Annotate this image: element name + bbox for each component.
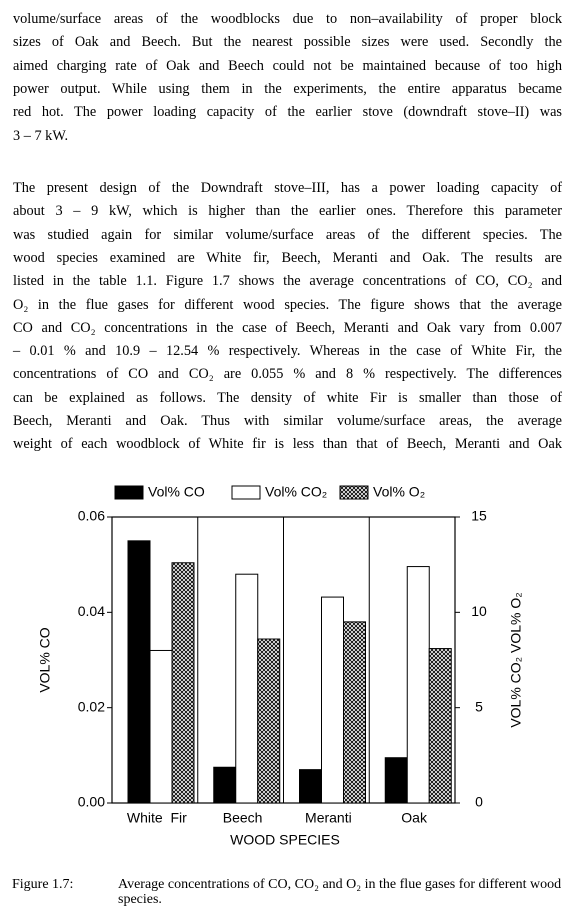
y-tick-label: 0.04 [78,603,105,619]
legend-swatch [231,485,261,500]
x-tick-label: Oak [401,810,428,826]
legend-label: Vol% O₂ [373,484,425,500]
text-line: volume/surface areas of the woodblocks d… [13,11,562,27]
x-tick-label: Meranti [305,810,352,826]
text-line: The present design of the Downdraft stov… [13,180,562,196]
bar [321,596,344,804]
legend-swatch [339,485,369,500]
text-line: power output. While using them in the ex… [13,80,562,97]
text-line: – 0.01 % and 10.9 – 12.54 % respectively… [13,343,562,360]
legend-label: Vol% CO [148,484,205,500]
x-tick-label: Beech [223,810,263,826]
y2-axis-label: VOL% CO₂ VOL% O₂ [508,592,524,727]
text-line: weight of each woodblock of White fir is… [13,436,562,453]
bar [127,540,151,804]
legend-label: Vol% CO₂ [265,484,327,500]
bar [149,649,173,804]
text-line: listed in the table 1.1. Figure 1.7 show… [13,273,562,290]
caption-text: Average concentrations of CO, CO₂ and O₂… [118,877,562,907]
text-line: Beech, Meranti and Oak. Thus with simila… [13,413,562,429]
text-line: 3 – 7 kW. [13,127,69,144]
y2-tick-label: 10 [471,603,487,619]
text-line: aimed charging rate of Oak and Beech cou… [13,57,562,74]
bar [257,638,281,804]
bar [406,566,430,804]
chart: WOOD SPECIES VOL% CO VOL% CO₂ VOL% O₂ 0.… [37,484,524,848]
bar [213,766,237,804]
bar [384,757,408,804]
x-axis-label: WOOD SPECIES [230,832,340,848]
text-line: red hot. The power loading capacity of t… [13,104,562,121]
text-line: CO and CO₂ concentrations in the case of… [13,319,562,336]
text-line: about 3 – 9 kW, which is higher than the… [13,203,562,220]
text-line: wood species examined are White fir, Bee… [13,249,562,266]
text-line: was studied again for similar volume/sur… [13,226,562,243]
y-tick-label: 0.06 [78,508,105,524]
text-line: sizes of Oak and Beech. But the nearest … [13,34,562,51]
text-line: concentrations of CO and CO₂ are 0.055 %… [13,366,562,383]
bar [428,648,452,804]
legend-swatch [114,485,144,500]
bar [235,573,259,804]
text-line: O₂ in the flue gases for different wood … [13,296,562,313]
y-axis-label: VOL% CO [37,627,53,692]
bar [343,621,366,804]
text-line: can be explained as follows. The density… [13,389,562,406]
bar [299,769,322,804]
y2-tick-label: 0 [475,794,483,810]
y2-tick-label: 5 [475,698,483,714]
x-tick-label: White Fir [127,810,187,826]
caption-label: Figure 1.7: [12,877,74,892]
bar [171,562,195,804]
y-tick-label: 0.02 [78,698,105,714]
y-tick-label: 0.00 [78,794,105,810]
y2-tick-label: 15 [471,508,487,524]
